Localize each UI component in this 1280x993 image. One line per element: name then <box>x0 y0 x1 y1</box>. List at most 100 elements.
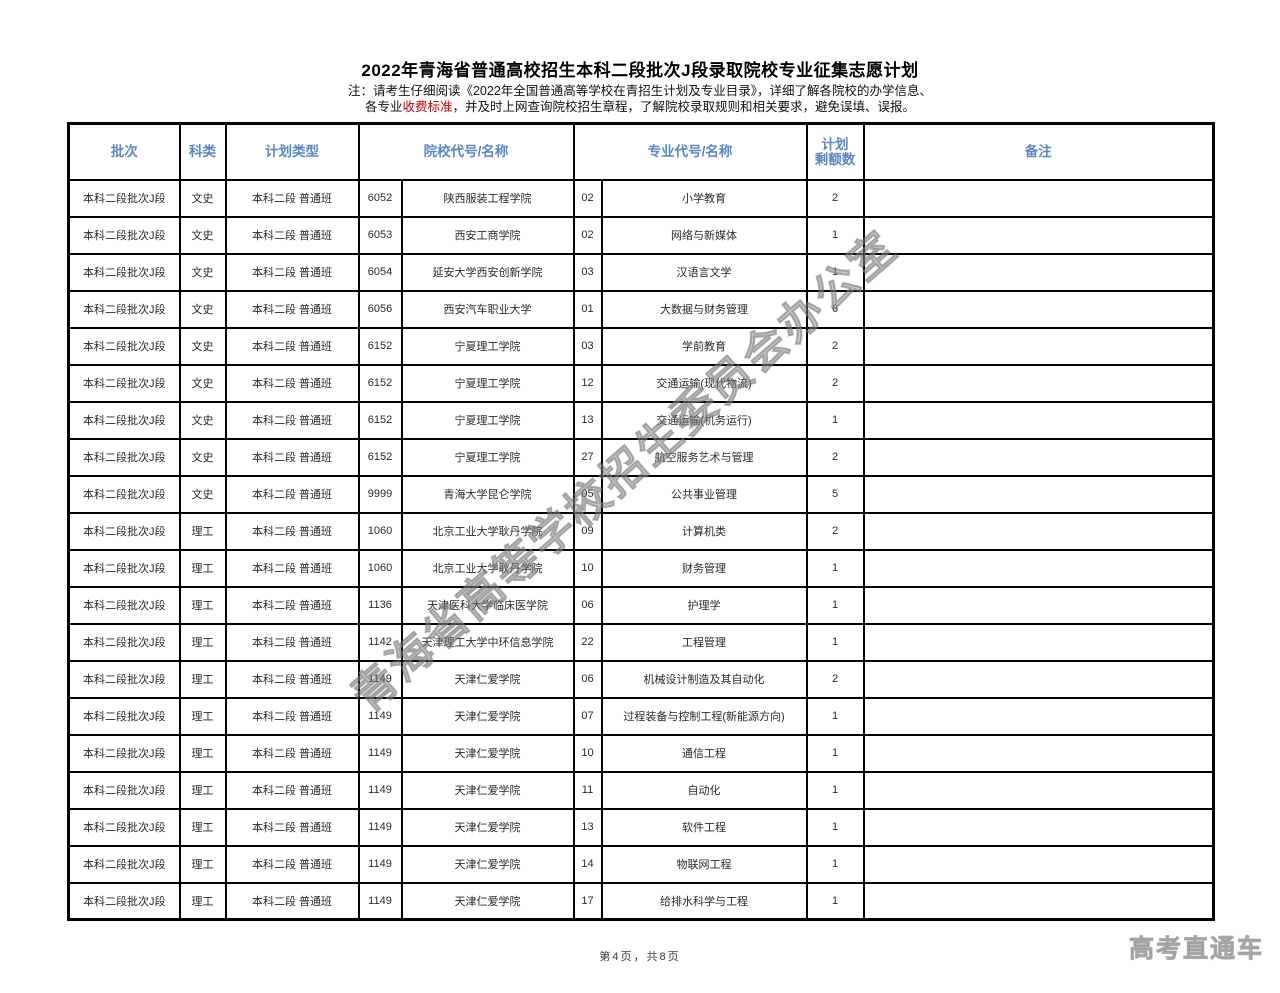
cell-college-code: 1060 <box>357 548 403 588</box>
cell-major-code: 10 <box>572 733 603 773</box>
table-row: 本科二段批次J段 文史 本科二段 普通班 6054 延安大学西安创新学院 03 汉语言文学 1 <box>67 252 1215 292</box>
cell-subject-category: 理工 <box>178 733 227 773</box>
admission-plan-table: 批次 科类 计划类型 院校代号/名称 专业代号/名称 计划 剩额数 备注 本科二… <box>67 122 1216 921</box>
cell-college-code: 9999 <box>357 474 403 514</box>
cell-remark <box>862 659 1215 699</box>
cell-remaining-quota: 2 <box>805 511 865 551</box>
header-college-code-name: 院校代号/名称 <box>357 122 575 181</box>
cell-major-name: 交通运输(现代物流) <box>600 363 808 403</box>
cell-major-code: 22 <box>572 622 603 662</box>
cell-college-code: 6152 <box>357 363 403 403</box>
cell-college-name: 天津仁爱学院 <box>400 807 575 847</box>
cell-college-name: 青海大学昆仑学院 <box>400 474 575 514</box>
table-row: 本科二段批次J段 理工 本科二段 普通班 1149 天津仁爱学院 14 物联网工程 1 <box>67 844 1215 884</box>
cell-college-name: 天津仁爱学院 <box>400 844 575 884</box>
note-line-1: 注：请考生仔细阅读《2022年全国普通高等学校在青招生计划及专业目录》，详细了解… <box>347 84 933 98</box>
cell-plan-type: 本科二段 普通班 <box>224 178 360 218</box>
header-major-code-name: 专业代号/名称 <box>572 122 808 181</box>
cell-remaining-quota: 1 <box>805 252 865 292</box>
cell-batch: 本科二段批次J段 <box>67 733 181 773</box>
cell-major-code: 10 <box>572 548 603 588</box>
table-row: 本科二段批次J段 文史 本科二段 普通班 6152 宁夏理工学院 27 航空服务艺术与管理 2 <box>67 437 1215 477</box>
cell-college-code: 6052 <box>357 178 403 218</box>
cell-college-name: 北京工业大学耿丹学院 <box>400 511 575 551</box>
cell-subject-category: 文史 <box>178 215 227 255</box>
cell-remaining-quota: 1 <box>805 807 865 847</box>
cell-subject-category: 文史 <box>178 252 227 292</box>
cell-subject-category: 文史 <box>178 400 227 440</box>
cell-college-code: 6152 <box>357 400 403 440</box>
cell-college-name: 天津理工大学中环信息学院 <box>400 622 575 662</box>
cell-college-name: 宁夏理工学院 <box>400 326 575 366</box>
cell-subject-category: 理工 <box>178 770 227 810</box>
cell-remark <box>862 289 1215 329</box>
cell-remaining-quota: 2 <box>805 437 865 477</box>
cell-batch: 本科二段批次J段 <box>67 474 181 514</box>
cell-subject-category: 文史 <box>178 437 227 477</box>
cell-major-name: 交通运输(机务运行) <box>600 400 808 440</box>
cell-college-code: 1149 <box>357 770 403 810</box>
table-row: 本科二段批次J段 文史 本科二段 普通班 6052 陕西服装工程学院 02 小学教育 2 <box>67 178 1215 218</box>
table-row: 本科二段批次J段 文史 本科二段 普通班 6152 宁夏理工学院 13 交通运输(机务运行)… <box>67 400 1215 440</box>
cell-college-name: 天津仁爱学院 <box>400 881 575 921</box>
cell-remark <box>862 511 1215 551</box>
cell-major-name: 计算机类 <box>600 511 808 551</box>
header-remaining-quota: 计划 剩额数 <box>805 122 865 181</box>
cell-batch: 本科二段批次J段 <box>67 511 181 551</box>
cell-plan-type: 本科二段 普通班 <box>224 659 360 699</box>
table-row: 本科二段批次J段 文史 本科二段 普通班 6152 宁夏理工学院 03 学前教育 2 <box>67 326 1215 366</box>
cell-remaining-quota: 2 <box>805 659 865 699</box>
cell-remaining-quota: 1 <box>805 215 865 255</box>
cell-college-code: 1149 <box>357 881 403 921</box>
page-number: 第4页，共8页 <box>599 951 681 963</box>
cell-subject-category: 理工 <box>178 881 227 921</box>
note-line-2-suffix: ，并及时上网查询院校招生章程，了解院校录取规则和相关要求，避免误填、误报。 <box>452 100 916 114</box>
cell-major-code: 13 <box>572 807 603 847</box>
note-fee-standard-highlight: 收费标准 <box>402 100 453 114</box>
cell-college-code: 1149 <box>357 807 403 847</box>
cell-remark <box>862 548 1215 588</box>
table-row: 本科二段批次J段 文史 本科二段 普通班 9999 青海大学昆仑学院 05 公共事业管理 5 <box>67 474 1215 514</box>
cell-remark <box>862 215 1215 255</box>
cell-remark <box>862 400 1215 440</box>
table-row: 本科二段批次J段 理工 本科二段 普通班 1149 天津仁爱学院 10 通信工程 1 <box>67 733 1215 773</box>
cell-major-code: 02 <box>572 178 603 218</box>
cell-college-code: 1149 <box>357 696 403 736</box>
cell-major-name: 过程装备与控制工程(新能源方向) <box>600 696 808 736</box>
cell-major-code: 13 <box>572 400 603 440</box>
cell-subject-category: 理工 <box>178 659 227 699</box>
cell-college-code: 6152 <box>357 437 403 477</box>
cell-subject-category: 理工 <box>178 696 227 736</box>
cell-batch: 本科二段批次J段 <box>67 400 181 440</box>
cell-major-name: 自动化 <box>600 770 808 810</box>
cell-batch: 本科二段批次J段 <box>67 548 181 588</box>
cell-plan-type: 本科二段 普通班 <box>224 770 360 810</box>
brand-watermark: 高考直通车 <box>1128 935 1264 964</box>
header-remaining-line2: 剩额数 <box>814 151 856 167</box>
cell-plan-type: 本科二段 普通班 <box>224 363 360 403</box>
cell-college-name: 西安汽车职业大学 <box>400 289 575 329</box>
cell-college-name: 陕西服装工程学院 <box>400 178 575 218</box>
cell-plan-type: 本科二段 普通班 <box>224 474 360 514</box>
table-row: 本科二段批次J段 理工 本科二段 普通班 1149 天津仁爱学院 07 过程装备与控制工程(… <box>67 696 1215 736</box>
cell-college-name: 北京工业大学耿丹学院 <box>400 548 575 588</box>
cell-college-name: 天津仁爱学院 <box>400 659 575 699</box>
cell-major-name: 工程管理 <box>600 622 808 662</box>
cell-plan-type: 本科二段 普通班 <box>224 437 360 477</box>
note-line-2-prefix: 各专业 <box>364 100 403 114</box>
cell-college-code: 1142 <box>357 622 403 662</box>
cell-subject-category: 理工 <box>178 548 227 588</box>
cell-major-name: 网络与新媒体 <box>600 215 808 255</box>
cell-plan-type: 本科二段 普通班 <box>224 548 360 588</box>
cell-batch: 本科二段批次J段 <box>67 437 181 477</box>
cell-subject-category: 理工 <box>178 807 227 847</box>
cell-batch: 本科二段批次J段 <box>67 252 181 292</box>
cell-remaining-quota: 1 <box>805 622 865 662</box>
cell-major-name: 小学教育 <box>600 178 808 218</box>
cell-remaining-quota: 5 <box>805 474 865 514</box>
cell-subject-category: 理工 <box>178 844 227 884</box>
header-plan-type: 计划类型 <box>224 122 360 181</box>
cell-major-code: 11 <box>572 770 603 810</box>
cell-batch: 本科二段批次J段 <box>67 881 181 921</box>
cell-plan-type: 本科二段 普通班 <box>224 622 360 662</box>
